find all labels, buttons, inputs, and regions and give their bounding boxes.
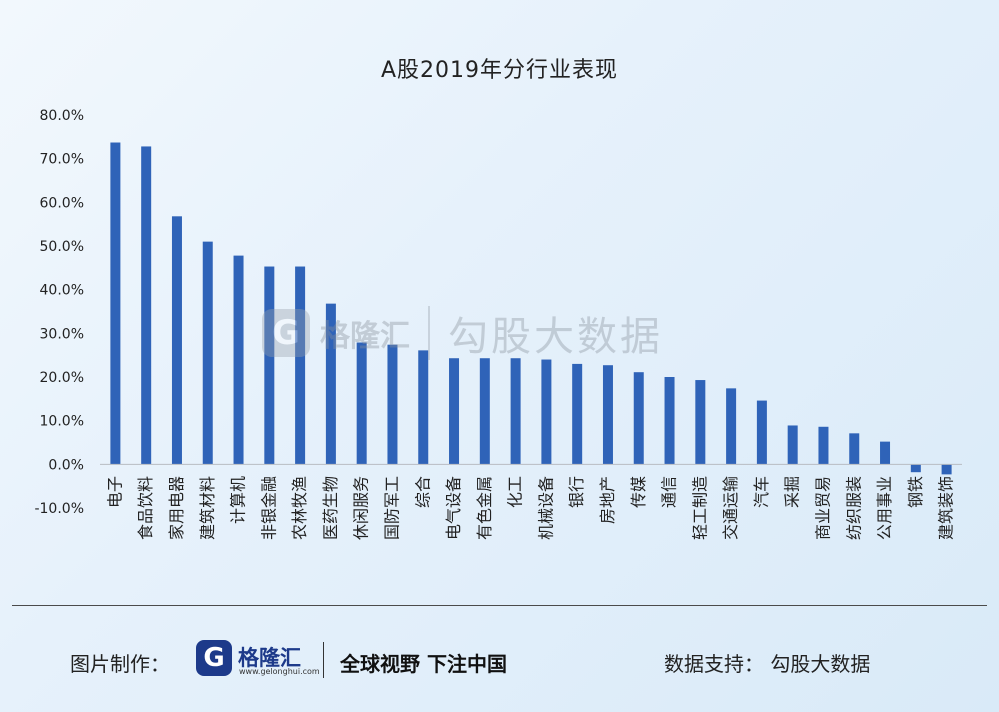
x-tick-label: 房地产 bbox=[598, 476, 617, 524]
y-tick-label: 20.0% bbox=[40, 370, 84, 386]
y-tick-label: 60.0% bbox=[40, 195, 84, 211]
x-tick-label: 农林牧渔 bbox=[290, 476, 309, 540]
x-tick-label: 传媒 bbox=[629, 476, 648, 508]
y-tick-label: 70.0% bbox=[40, 152, 84, 168]
x-tick-label: 化工 bbox=[506, 476, 525, 508]
x-tick-label: 建筑材料 bbox=[198, 476, 217, 540]
x-tick-label: 综合 bbox=[413, 476, 432, 508]
footer-brand: 格隆汇 bbox=[238, 646, 301, 670]
bar bbox=[849, 433, 860, 465]
x-tick-label: 轻工制造 bbox=[690, 476, 709, 540]
bar bbox=[602, 365, 613, 465]
x-tick-label: 计算机 bbox=[229, 476, 248, 524]
bar bbox=[541, 359, 552, 465]
y-tick-label: -10.0% bbox=[34, 501, 84, 517]
bar bbox=[295, 266, 306, 465]
bar bbox=[726, 388, 737, 465]
x-tick-label: 银行 bbox=[567, 476, 586, 508]
bar bbox=[264, 266, 275, 465]
x-tick-label: 电子 bbox=[105, 476, 124, 508]
bar bbox=[202, 241, 213, 465]
bar-chart: 80.0% 70.0% 60.0% 50.0% 40.0% 30.0% 20.0% 10.0%… bbox=[34, 108, 962, 540]
bar bbox=[664, 377, 675, 465]
bar bbox=[418, 350, 429, 465]
x-tick-label: 医药生物 bbox=[321, 476, 340, 540]
x-axis: 电子 食品饮料 家用电器 建筑材料 计算机 非银金融 农林牧渔 医药生物 休闲服务 国防军工 综合电… bbox=[105, 476, 955, 540]
x-tick-label: 公用事业 bbox=[875, 476, 894, 540]
x-tick-label: 钢铁 bbox=[906, 476, 925, 508]
bar bbox=[449, 358, 460, 465]
footer-slogan: 全球视野 下注中国 bbox=[340, 652, 507, 676]
x-tick-label: 汽车 bbox=[752, 476, 771, 508]
bar bbox=[633, 372, 644, 465]
x-tick-label: 家用电器 bbox=[167, 476, 186, 540]
y-tick-label: 40.0% bbox=[40, 283, 84, 299]
x-tick-label: 食品饮料 bbox=[136, 476, 155, 540]
y-tick-label: 80.0% bbox=[40, 108, 84, 124]
bar bbox=[110, 142, 121, 465]
x-tick-label: 建筑装饰 bbox=[937, 476, 956, 540]
bar bbox=[510, 358, 521, 465]
bar bbox=[695, 380, 706, 465]
x-tick-label: 休闲服务 bbox=[352, 476, 371, 540]
y-axis: 80.0% 70.0% 60.0% 50.0% 40.0% 30.0% 20.0% 10.0%… bbox=[34, 108, 84, 517]
x-tick-label: 机械设备 bbox=[536, 476, 555, 540]
bar bbox=[387, 344, 398, 465]
footer: 图片制作： G 格隆汇 www.gelonghui.com 全球视野 下注中国 … bbox=[0, 636, 999, 686]
x-tick-label: 电气设备 bbox=[444, 476, 463, 540]
bar bbox=[572, 363, 583, 465]
bar bbox=[880, 441, 891, 465]
bar bbox=[233, 255, 244, 465]
bar bbox=[171, 216, 182, 465]
bar bbox=[141, 146, 152, 465]
footer-url: www.gelonghui.com bbox=[239, 667, 320, 676]
credit-label: 图片制作： bbox=[70, 652, 170, 676]
x-tick-label: 纺织服装 bbox=[844, 476, 863, 540]
x-tick-label: 采掘 bbox=[783, 476, 802, 508]
x-tick-label: 交通运输 bbox=[721, 476, 740, 540]
chart-title: A股2019年分行业表现 bbox=[380, 58, 619, 83]
gelonghui-logo-icon: G bbox=[196, 640, 232, 676]
bar bbox=[756, 400, 767, 465]
y-tick-label: 10.0% bbox=[40, 414, 84, 430]
bar bbox=[787, 425, 798, 465]
x-tick-label: 非银金融 bbox=[259, 476, 278, 540]
footer-separator bbox=[323, 642, 324, 678]
data-source: 数据支持： 勾股大数据 bbox=[664, 652, 871, 676]
bar bbox=[325, 303, 336, 465]
bar bbox=[818, 426, 829, 465]
bar bbox=[479, 358, 490, 465]
x-tick-label: 商业贸易 bbox=[813, 476, 832, 540]
y-tick-label: 50.0% bbox=[40, 239, 84, 255]
bars-group bbox=[110, 142, 952, 475]
bar bbox=[910, 464, 921, 473]
y-tick-label: 0.0% bbox=[48, 457, 84, 473]
bar bbox=[356, 342, 367, 465]
x-tick-label: 国防军工 bbox=[382, 476, 401, 540]
x-tick-label: 通信 bbox=[660, 476, 679, 508]
y-tick-label: 30.0% bbox=[40, 326, 84, 342]
footer-divider bbox=[12, 605, 987, 606]
bar bbox=[941, 464, 952, 475]
x-tick-label: 有色金属 bbox=[475, 476, 494, 540]
